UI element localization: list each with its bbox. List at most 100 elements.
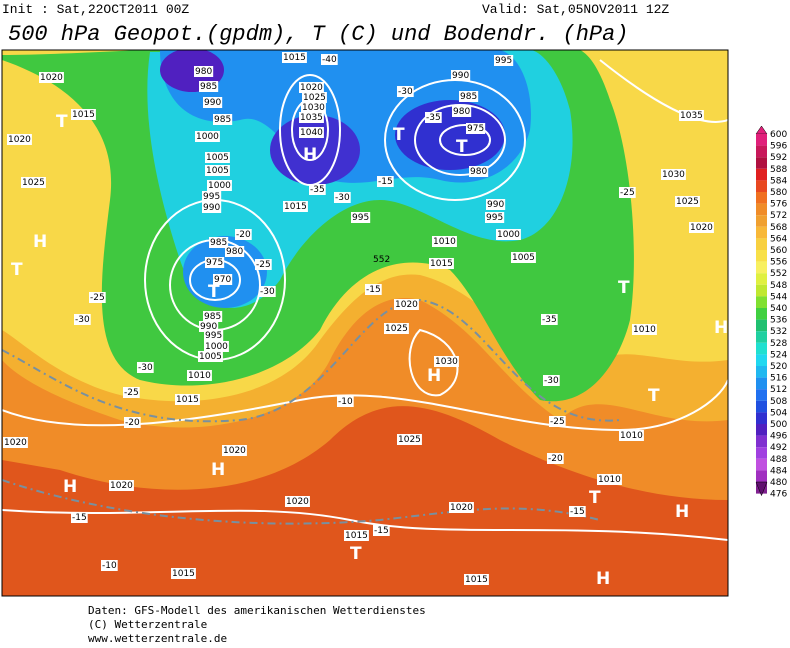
colorbar-swatch [756, 261, 767, 274]
temperature-label-text: -25 [620, 188, 635, 198]
label-box [511, 252, 536, 263]
pressure-label-text: 1020 [223, 446, 246, 456]
label-box [213, 274, 233, 285]
label-box [255, 259, 272, 270]
temperature-label: -30 [543, 375, 560, 386]
pressure-label-text: 1035 [300, 113, 323, 123]
colorbar-swatch [756, 424, 767, 436]
colorbar-swatch [756, 226, 767, 239]
pressure-label: 1005 [205, 152, 230, 163]
temperature-label-text: -35 [310, 185, 325, 195]
label-box [204, 341, 229, 352]
temperature-label: -25 [549, 416, 566, 427]
label-box [394, 299, 419, 310]
pressure-label: 1000 [204, 341, 229, 352]
pressure-label-text: 1020 [690, 223, 713, 233]
colorbar-swatch [756, 342, 767, 355]
colorbar-label: 512 [770, 385, 787, 395]
colorbar-swatch [756, 238, 767, 250]
colorbar-swatch [756, 458, 767, 471]
label-box [71, 109, 96, 120]
pressure-label: 1020 [3, 437, 28, 448]
pressure-center: H [63, 477, 77, 497]
pressure-label: 1020 [222, 445, 247, 456]
temperature-label-text: -15 [366, 285, 381, 295]
label-box [344, 530, 369, 541]
temperature-label-text: -15 [72, 513, 87, 523]
colorbar-swatch [756, 400, 767, 413]
pressure-label: 1020 [109, 480, 134, 491]
colorbar-swatch [756, 250, 767, 262]
pressure-label-text: 995 [203, 192, 220, 202]
pressure-label-text: 1025 [676, 197, 699, 207]
pressure-label-text: 985 [200, 82, 217, 92]
label-box [459, 91, 479, 102]
colorbar-swatch [756, 134, 767, 146]
label-box [205, 257, 225, 268]
colorbar-label: 600 [770, 130, 787, 140]
pressure-label: 1000 [496, 229, 521, 240]
colorbar-label: 560 [770, 246, 787, 256]
temperature-label: -25 [123, 387, 140, 398]
pressure-label-text: 1040 [300, 128, 323, 138]
pressure-label-text: 1030 [435, 357, 458, 367]
label-box [384, 323, 409, 334]
map-labels: 1020101510201025980985990985100010051005… [3, 52, 728, 589]
colorbar-swatch [756, 319, 767, 332]
pressure-label-text: 1025 [22, 178, 45, 188]
label-box [299, 82, 324, 93]
colorbar-label: 496 [770, 432, 787, 442]
label-box [222, 445, 247, 456]
pressure-label: 990 [203, 97, 223, 108]
label-box [202, 191, 222, 202]
pressure-center: H [33, 232, 47, 252]
pressure-label-text: 990 [487, 200, 504, 210]
pressure-label: 990 [202, 202, 222, 213]
label-box [321, 54, 338, 65]
label-box [679, 110, 704, 121]
label-box [661, 169, 686, 180]
label-box [309, 184, 326, 195]
pressure-label-text: 1020 [40, 73, 63, 83]
pressure-label: 1020 [449, 502, 474, 513]
pressure-label-text: 985 [210, 238, 227, 248]
colorbar-label: 556 [770, 258, 787, 268]
colorbar-label: 568 [770, 223, 787, 233]
footer-source: Daten: GFS-Modell des amerikanischen Wet… [88, 604, 426, 617]
label-box [466, 123, 486, 134]
colorbar-label: 576 [770, 200, 787, 210]
label-box [619, 187, 636, 198]
colorbar-label: 508 [770, 397, 787, 407]
pressure-label-text: 985 [460, 92, 477, 102]
colorbar-label: 528 [770, 339, 787, 349]
temperature-label-text: -25 [550, 417, 565, 427]
temperature-label-text: -15 [378, 177, 393, 187]
label-box [373, 525, 390, 536]
label-box [89, 292, 106, 303]
pressure-label: 1015 [171, 568, 196, 579]
pressure-label-text: 1025 [303, 93, 326, 103]
temperature-label-text: -30 [75, 315, 90, 325]
colorbar-swatch [756, 215, 767, 227]
valid-time: Valid: Sat,05NOV2011 12Z [482, 2, 669, 17]
colorbar-swatch [756, 308, 767, 320]
colorbar-label: 488 [770, 455, 787, 465]
pressure-label: 1015 [344, 530, 369, 541]
pressure-label: 980 [225, 246, 245, 257]
temperature-label-text: -35 [426, 113, 441, 123]
temperature-label: -25 [255, 259, 272, 270]
temperature-label-text: -25 [124, 388, 139, 398]
pressure-label-text: 1000 [196, 132, 219, 142]
colorbar-swatch [756, 284, 767, 297]
temperature-label: -15 [373, 525, 390, 536]
pressure-label-text: 995 [205, 331, 222, 341]
pressure-center: H [427, 366, 441, 386]
colorbar-cap [755, 481, 768, 497]
pressure-label: 1010 [619, 430, 644, 441]
label-box [549, 416, 566, 427]
footer-copyright: (C) Wetterzentrale [88, 618, 207, 631]
temperature-label: -35 [425, 112, 442, 123]
map-frame [1, 49, 729, 597]
label-box [547, 453, 564, 464]
